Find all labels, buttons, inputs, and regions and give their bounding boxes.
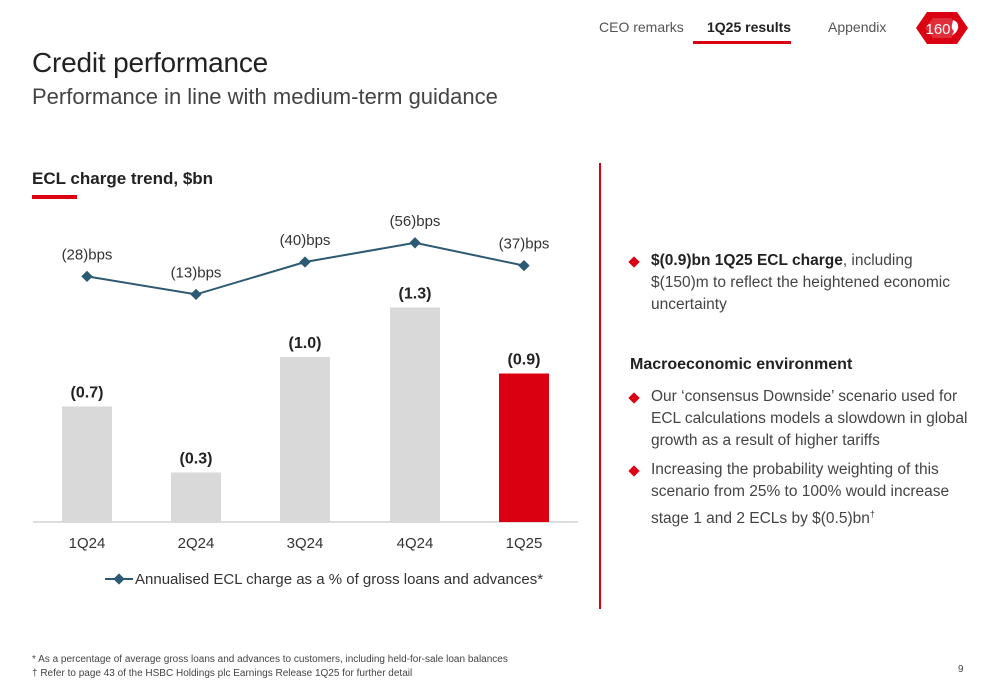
bullet-diamond-icon: [628, 465, 640, 477]
ecl-charge-chart: (0.7) (0.3) (1.0) (1.3) (0.9) 1Q24 2Q24 3Q24 4Q2…: [33, 213, 578, 588]
x-tick-label: 3Q24: [287, 535, 324, 552]
page-subtitle: Performance in line with medium-term gui…: [32, 84, 498, 109]
line-point: [409, 237, 421, 249]
bar-label: (1.0): [289, 335, 322, 352]
nav-ceo-remarks[interactable]: CEO remarks: [599, 19, 684, 35]
bullet-ecl-charge-rest: , including $(150)m to reflect the heigh…: [651, 252, 950, 313]
bullet-probability-text: Increasing the probability weighting of …: [651, 461, 950, 528]
line-point: [81, 270, 93, 283]
bullet-diamond-icon: [628, 392, 640, 404]
legend-marker: [113, 573, 125, 585]
line-point: [518, 259, 530, 272]
line-label: (13)bps: [171, 264, 222, 281]
x-tick-label: 2Q24: [178, 535, 215, 552]
dagger-mark: †: [869, 509, 875, 519]
vertical-divider: [599, 163, 601, 609]
page-title: Credit performance: [32, 47, 269, 78]
footnote-asterisk: * As a percentage of average gross loans…: [32, 654, 508, 665]
bar-1Q24: [62, 406, 112, 522]
line-point: [190, 288, 202, 301]
line-label: (40)bps: [280, 232, 331, 249]
nav-active-indicator: [693, 41, 791, 44]
x-tick-label: 1Q25: [506, 535, 543, 552]
bullet-ecl-charge-bold: $(0.9)bn 1Q25 ECL charge: [651, 252, 843, 269]
page-number: 9: [958, 664, 964, 675]
line-point: [299, 256, 311, 268]
logo-text: 160: [925, 21, 950, 38]
nav-appendix[interactable]: Appendix: [828, 19, 887, 35]
line-label: (28)bps: [62, 246, 113, 263]
bullet-downside-scenario: Our ‘consensus Downside’ scenario used f…: [651, 388, 968, 449]
bar-label: (0.3): [180, 451, 213, 468]
bar-3Q24: [280, 357, 330, 522]
x-tick-label: 4Q24: [397, 535, 434, 552]
hsbc-160-logo-icon: 160: [916, 12, 968, 44]
footnote-dagger: † Refer to page 43 of the HSBC Holdings …: [32, 668, 413, 679]
bar-label: (0.7): [71, 385, 104, 402]
bar-label: (0.9): [508, 352, 541, 369]
line-label: (56)bps: [390, 213, 441, 230]
legend-label: Annualised ECL charge as a % of gross lo…: [135, 571, 543, 588]
bar-label: (1.3): [399, 286, 432, 303]
macro-heading: Macroeconomic environment: [630, 356, 853, 373]
line-label: (37)bps: [499, 236, 550, 253]
bullet-probability-weighting: Increasing the probability weighting of …: [651, 459, 971, 530]
line-series: [86, 241, 525, 296]
x-tick-label: 1Q24: [69, 535, 106, 552]
chart-heading-accent: [32, 195, 77, 199]
bar-4Q24: [390, 307, 440, 522]
bar-2Q24: [171, 472, 221, 522]
bar-1Q25: [499, 373, 549, 522]
bullet-diamond-icon: [628, 256, 640, 268]
bullet-ecl-charge: $(0.9)bn 1Q25 ECL charge, including $(15…: [651, 250, 971, 316]
nav-1q25-results[interactable]: 1Q25 results: [707, 19, 792, 35]
chart-heading: ECL charge trend, $bn: [32, 169, 214, 188]
